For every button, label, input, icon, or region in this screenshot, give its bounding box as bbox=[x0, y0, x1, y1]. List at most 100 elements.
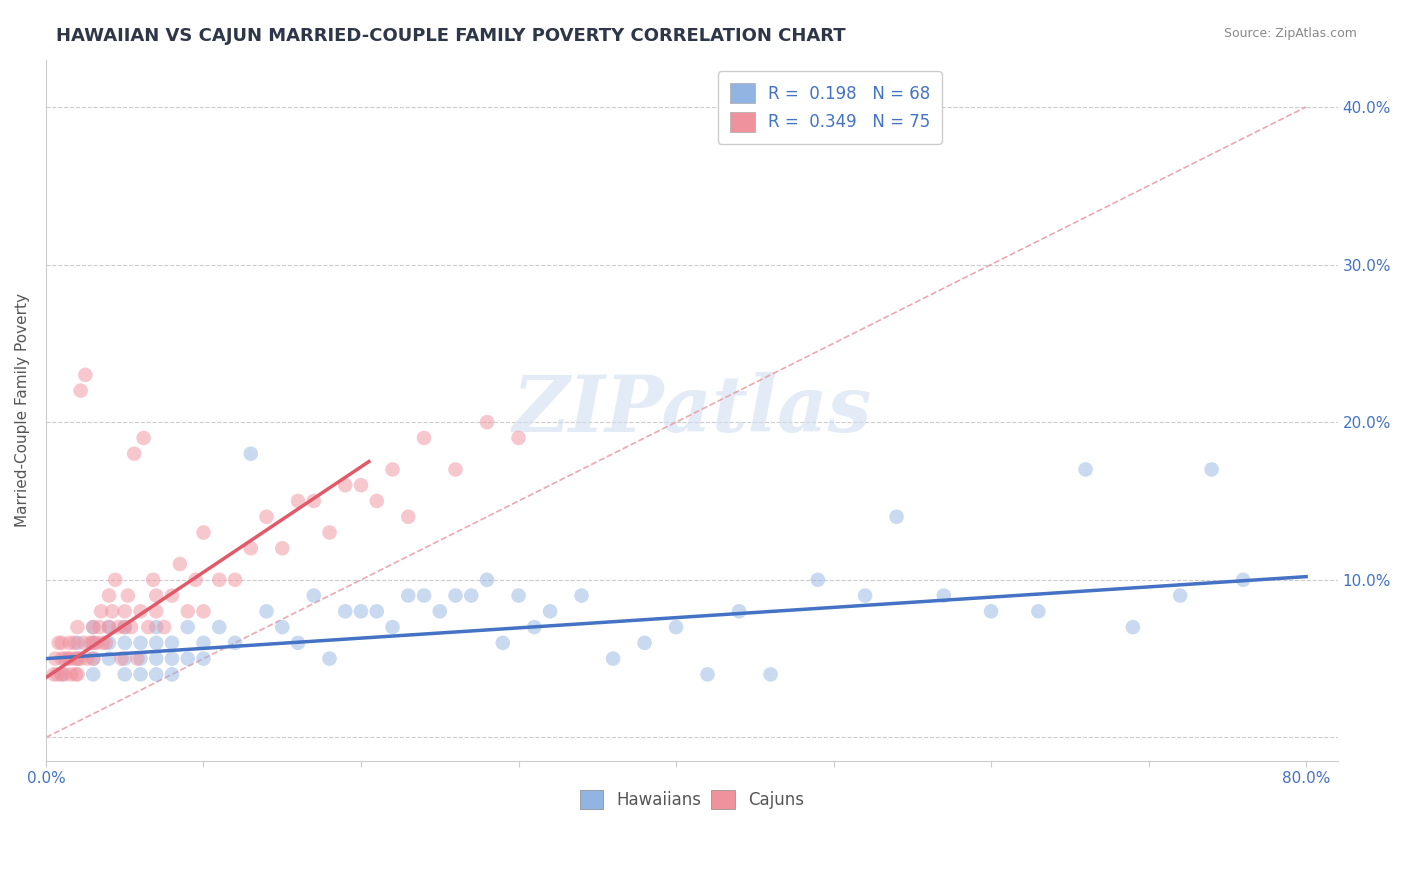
Point bbox=[66, 651, 89, 665]
Point bbox=[271, 541, 294, 556]
Point bbox=[193, 604, 215, 618]
Point bbox=[460, 589, 482, 603]
Point bbox=[114, 604, 136, 618]
Point bbox=[335, 604, 357, 618]
Point bbox=[145, 651, 167, 665]
Point bbox=[696, 667, 718, 681]
Point bbox=[51, 636, 73, 650]
Point bbox=[82, 651, 104, 665]
Point bbox=[82, 636, 104, 650]
Point bbox=[153, 620, 176, 634]
Point bbox=[101, 604, 124, 618]
Point bbox=[932, 589, 955, 603]
Point bbox=[318, 651, 340, 665]
Point bbox=[1201, 462, 1223, 476]
Point bbox=[160, 636, 183, 650]
Point bbox=[94, 636, 117, 650]
Point bbox=[104, 573, 127, 587]
Point bbox=[184, 573, 207, 587]
Point bbox=[75, 368, 97, 382]
Point bbox=[1232, 573, 1254, 587]
Point bbox=[145, 636, 167, 650]
Point bbox=[63, 651, 86, 665]
Point bbox=[224, 573, 246, 587]
Point bbox=[82, 620, 104, 634]
Point bbox=[132, 431, 155, 445]
Point bbox=[69, 384, 91, 398]
Point bbox=[807, 573, 830, 587]
Point bbox=[396, 589, 419, 603]
Point bbox=[759, 667, 782, 681]
Point bbox=[208, 620, 231, 634]
Point bbox=[69, 651, 91, 665]
Point bbox=[142, 573, 165, 587]
Point bbox=[193, 636, 215, 650]
Point bbox=[129, 636, 152, 650]
Point bbox=[413, 431, 436, 445]
Point bbox=[145, 620, 167, 634]
Point bbox=[114, 620, 136, 634]
Point bbox=[82, 620, 104, 634]
Point bbox=[271, 620, 294, 634]
Point bbox=[91, 636, 114, 650]
Point bbox=[107, 620, 129, 634]
Point bbox=[86, 636, 108, 650]
Point bbox=[145, 667, 167, 681]
Point bbox=[523, 620, 546, 634]
Point bbox=[980, 604, 1002, 618]
Point bbox=[335, 478, 357, 492]
Point bbox=[66, 636, 89, 650]
Point bbox=[79, 636, 101, 650]
Point bbox=[145, 589, 167, 603]
Point bbox=[129, 651, 152, 665]
Point bbox=[82, 636, 104, 650]
Point bbox=[177, 651, 200, 665]
Point bbox=[90, 604, 112, 618]
Point bbox=[239, 541, 262, 556]
Point bbox=[98, 620, 121, 634]
Point bbox=[66, 651, 89, 665]
Point bbox=[381, 462, 404, 476]
Point bbox=[98, 620, 121, 634]
Point bbox=[1074, 462, 1097, 476]
Point bbox=[224, 636, 246, 650]
Point bbox=[444, 462, 467, 476]
Point bbox=[56, 651, 79, 665]
Point bbox=[160, 589, 183, 603]
Point bbox=[633, 636, 655, 650]
Point bbox=[350, 478, 373, 492]
Point bbox=[44, 651, 66, 665]
Point bbox=[114, 651, 136, 665]
Point bbox=[59, 651, 82, 665]
Point bbox=[98, 636, 121, 650]
Text: Source: ZipAtlas.com: Source: ZipAtlas.com bbox=[1223, 27, 1357, 40]
Point bbox=[1122, 620, 1144, 634]
Point bbox=[886, 509, 908, 524]
Point bbox=[42, 667, 65, 681]
Point bbox=[444, 589, 467, 603]
Point bbox=[66, 667, 89, 681]
Point bbox=[160, 651, 183, 665]
Point bbox=[396, 509, 419, 524]
Point bbox=[853, 589, 876, 603]
Point bbox=[76, 651, 98, 665]
Point bbox=[120, 620, 142, 634]
Point bbox=[98, 651, 121, 665]
Point bbox=[177, 604, 200, 618]
Point bbox=[508, 589, 530, 603]
Point bbox=[287, 636, 309, 650]
Point bbox=[60, 667, 83, 681]
Point bbox=[145, 604, 167, 618]
Point bbox=[46, 667, 69, 681]
Point bbox=[193, 525, 215, 540]
Point bbox=[239, 447, 262, 461]
Point bbox=[66, 620, 89, 634]
Point bbox=[59, 636, 82, 650]
Point bbox=[366, 604, 388, 618]
Point bbox=[114, 636, 136, 650]
Point bbox=[110, 651, 132, 665]
Point bbox=[129, 604, 152, 618]
Y-axis label: Married-Couple Family Poverty: Married-Couple Family Poverty bbox=[15, 293, 30, 527]
Point bbox=[571, 589, 593, 603]
Point bbox=[160, 667, 183, 681]
